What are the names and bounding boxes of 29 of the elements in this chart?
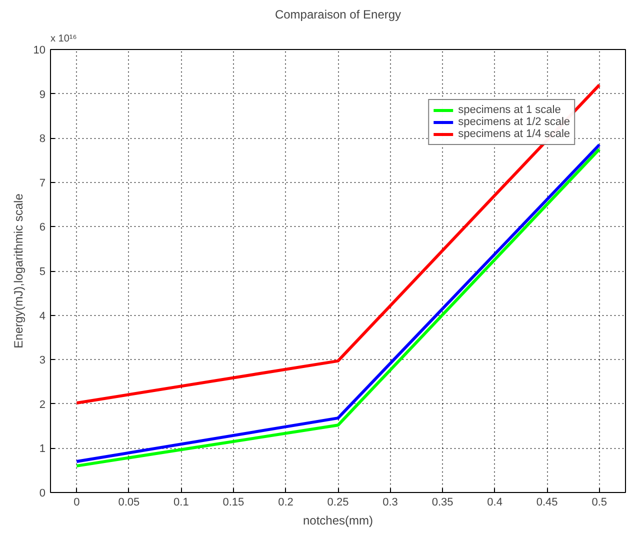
x-tick-label: 0.25 bbox=[327, 496, 349, 508]
legend-label: specimens at 1/2 scale bbox=[458, 116, 570, 128]
x-tick-label: 0 bbox=[74, 496, 80, 508]
x-tick-label: 0.35 bbox=[432, 496, 454, 508]
y-tick-label: 3 bbox=[39, 354, 46, 367]
y-tick-label: 0 bbox=[39, 488, 46, 500]
y-tick-label: 1 bbox=[39, 443, 46, 456]
y-tick-label: 2 bbox=[39, 398, 46, 411]
x-tick-label: 0.5 bbox=[592, 496, 608, 508]
x-tick-label: 0.4 bbox=[487, 496, 502, 508]
chart-title: Comparaison of Energy bbox=[274, 8, 402, 22]
x-tick-label: 0.45 bbox=[536, 496, 558, 508]
y-tick-label: 4 bbox=[39, 310, 46, 322]
y-tick-label: 10 bbox=[33, 44, 46, 56]
y-tick-label: 5 bbox=[39, 266, 46, 278]
y-tick-label: 9 bbox=[39, 88, 46, 101]
y-tick-label: 6 bbox=[39, 222, 46, 234]
x-tick-label: 0.05 bbox=[118, 496, 140, 508]
text: x 10¹⁶ bbox=[50, 34, 77, 44]
y-axis-title: Energy(mJ),logarithmic scale bbox=[11, 193, 26, 348]
y-tick-label: 7 bbox=[39, 177, 46, 190]
x-tick-label: 0.15 bbox=[222, 496, 244, 508]
x-tick-label: 0.1 bbox=[174, 496, 189, 508]
x-tick-label: 0.2 bbox=[278, 496, 294, 508]
y-tick-label: 8 bbox=[39, 133, 46, 146]
x-tick-label: 0.3 bbox=[382, 496, 398, 508]
legend-label: specimens at 1 scale bbox=[458, 104, 561, 116]
x-axis-title: notches(mm) bbox=[302, 514, 374, 528]
legend-label: specimens at 1/4 scale bbox=[458, 128, 570, 140]
